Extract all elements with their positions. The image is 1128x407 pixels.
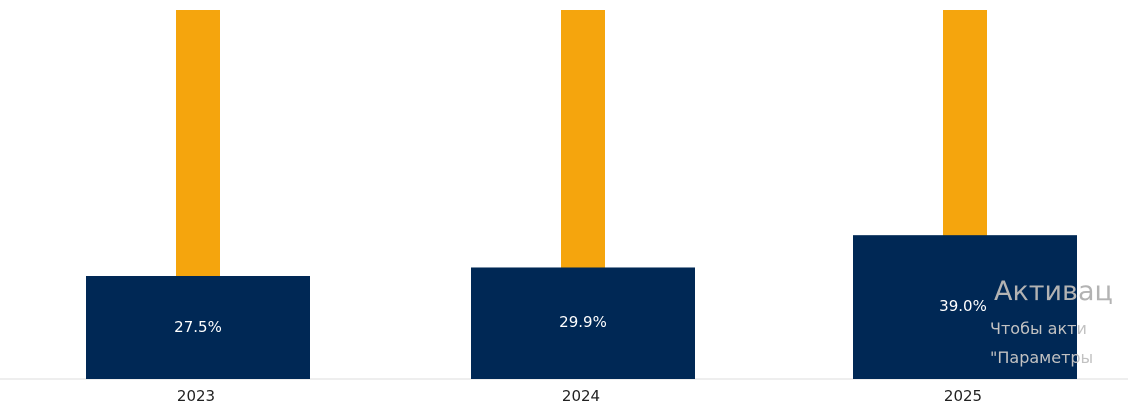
gold-bars (176, 10, 987, 379)
navy-bars (86, 235, 1077, 379)
navy-bar-2025 (853, 235, 1077, 379)
x-tick-label-2024: 2024 (562, 387, 600, 405)
x-tick-labels: 2023 2024 2025 (177, 387, 982, 405)
value-label-2025: 39.0% (939, 297, 987, 315)
navy-bar-2023 (86, 276, 310, 379)
value-label-2023: 27.5% (174, 318, 222, 336)
navy-bar-2024 (471, 267, 695, 379)
value-labels: 27.5% 29.9% 39.0% (174, 297, 987, 336)
x-tick-label-2023: 2023 (177, 387, 215, 405)
x-tick-label-2025: 2025 (944, 387, 982, 405)
value-label-2024: 29.9% (559, 313, 607, 331)
